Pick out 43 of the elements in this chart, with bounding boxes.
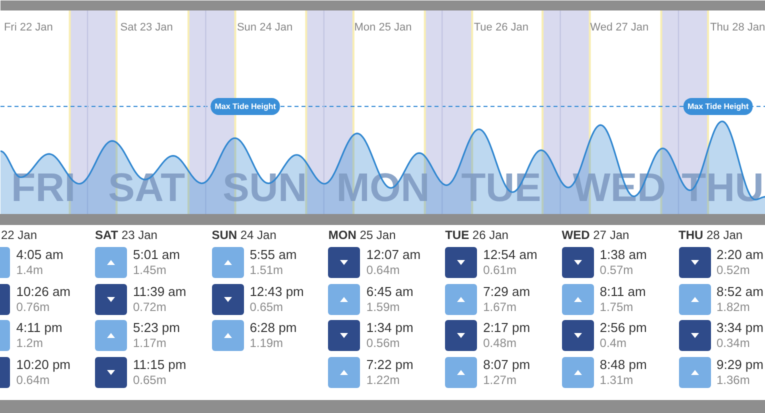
text: 1:34 pm 0.56m <box>366 320 414 350</box>
text: 11:15 pm 0.65m <box>133 357 186 388</box>
text: 7:29 am 1.67m <box>483 284 530 314</box>
category-label: TUE 26 Jan <box>445 228 508 243</box>
x-tick-label: Tue 26 Jan <box>474 22 529 34</box>
x-tick-label: Sat 23 Jan <box>120 22 173 34</box>
text: 5:55 am 1.51m <box>250 247 297 277</box>
text: 4:05 am 1.4m <box>16 247 64 277</box>
ref-line-label: Max Tide Height <box>214 102 276 111</box>
category-label: 22 Jan <box>1 228 38 243</box>
text: 12:07 am 0.64m <box>366 247 421 277</box>
category-label: MON 25 Jan <box>328 228 396 243</box>
text: 5:23 pm 1.17m <box>133 320 180 350</box>
text: Max Tide Height <box>687 102 749 111</box>
text: 1:38 am 0.57m <box>600 247 647 277</box>
category-label: WED 27 Jan <box>562 228 630 243</box>
text: 3:34 pm 0.34m <box>716 320 764 350</box>
text: 10:26 am 0.76m <box>16 284 70 314</box>
text: 8:07 pm 1.27m <box>483 357 530 388</box>
category-label: SAT 23 Jan <box>95 228 158 243</box>
text: 2:20 am 0.52m <box>716 247 764 277</box>
text: 6:28 pm 1.19m <box>250 320 297 350</box>
annotation: FRI <box>11 166 76 210</box>
text: 2:56 pm 0.4m <box>600 320 647 350</box>
text: 8:11 am 1.75m <box>600 284 646 314</box>
category-label: SUN 24 Jan <box>212 228 276 243</box>
x-tick-label: Mon 25 Jan <box>354 22 412 34</box>
x-tick-label: Fri 22 Jan <box>4 22 53 34</box>
text: 11:39 am 0.72m <box>133 284 186 314</box>
category-label: THU 28 Jan <box>678 228 743 243</box>
x-tick-label: Thu 28 Jan <box>710 22 765 34</box>
x-tick-label: Sun 24 Jan <box>236 22 293 34</box>
text: 12:43 pm 0.65m <box>250 284 304 314</box>
text: 12:54 am 0.61m <box>483 247 538 277</box>
text: 2:17 pm 0.48m <box>483 320 530 350</box>
text: 10:20 pm 0.64m <box>16 357 70 388</box>
text: 8:52 am 1.82m <box>716 284 764 314</box>
text: 7:22 pm 1.22m <box>366 357 414 388</box>
text: 4:11 pm 1.2m <box>16 320 62 350</box>
text: 6:45 am 1.59m <box>366 284 414 314</box>
text: 9:29 pm 1.36m <box>716 357 764 388</box>
text: 8:48 pm 1.31m <box>600 357 647 388</box>
text: 5:01 am 1.45m <box>133 247 180 277</box>
